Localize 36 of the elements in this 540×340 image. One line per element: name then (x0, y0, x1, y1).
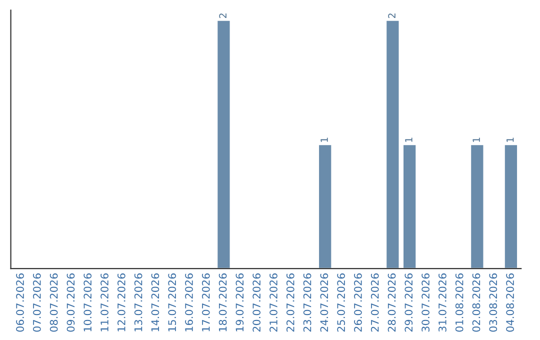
x-tick-label: 14.07.2026 (151, 273, 160, 332)
x-tick-label: 30.07.2026 (422, 273, 430, 332)
x-tick-label: 07.07.2026 (32, 273, 41, 332)
x-tick-label: 21.07.2026 (270, 273, 278, 332)
x-tick-label: 16.07.2026 (185, 273, 193, 332)
x-tick-label: 12.07.2026 (117, 273, 126, 332)
x-tick-label: 19.07.2026 (236, 273, 244, 332)
x-tick-label: 22.07.2026 (286, 273, 294, 332)
data-label: 1 (472, 138, 480, 142)
x-tick-label: 29.07.2026 (404, 273, 413, 332)
x-tick-label: 13.07.2026 (134, 273, 142, 332)
x-tick-label: 31.07.2026 (438, 273, 446, 332)
x-tick-label: 28.07.2026 (388, 273, 396, 332)
x-tick-label: 10.07.2026 (84, 273, 92, 332)
x-tick-label: 24.07.2026 (320, 273, 328, 332)
x-tick-label: 17.07.2026 (202, 273, 210, 332)
data-label: 2 (388, 14, 396, 18)
x-tick-label: 04.08.2026 (506, 273, 514, 332)
data-label: 1 (405, 138, 412, 142)
x-tick-label: 06.07.2026 (16, 273, 24, 332)
x-tick-label: 11.07.2026 (100, 273, 108, 332)
x-tick-label: 02.08.2026 (472, 273, 480, 332)
x-tick-label: 27.07.2026 (370, 273, 379, 332)
data-label: 1 (320, 138, 328, 142)
x-tick-label: 09.07.2026 (66, 273, 75, 332)
data-label: 2 (219, 14, 226, 18)
x-tick-label: 18.07.2026 (218, 273, 227, 332)
x-tick-label: 20.07.2026 (252, 273, 261, 332)
x-tick-label: 26.07.2026 (354, 273, 362, 332)
x-tick-label: 08.07.2026 (50, 273, 58, 332)
x-tick-label: 25.07.2026 (337, 273, 346, 332)
x-tick-label: 03.08.2026 (489, 273, 498, 332)
x-tick-label: 23.07.2026 (303, 273, 312, 332)
data-label: 1 (506, 138, 514, 142)
x-tick-label: 01.08.2026 (455, 273, 464, 332)
x-tick-label: 15.07.2026 (168, 273, 176, 332)
